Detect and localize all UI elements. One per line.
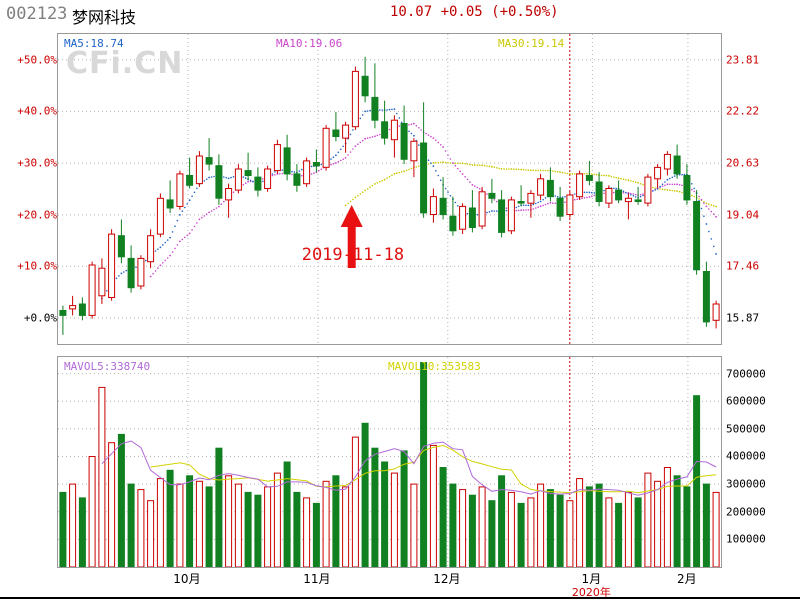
volume-axis-tick: 100000 xyxy=(726,532,766,546)
price-axis-left: +50.0% +40.0% +30.0% +20.0% +10.0% +0.0% xyxy=(0,33,57,345)
x-axis-tick-label: 11月 xyxy=(303,572,331,586)
price-axis-right-tick: 15.87 xyxy=(726,311,760,325)
x-axis-labels: 10月 11月 12月 1月 2020年 2月 xyxy=(57,570,722,600)
volume-axis-right: 700000 600000 500000 400000 300000 200000 1000… xyxy=(722,356,800,568)
mavol10-legend: MAVOL10:353583 xyxy=(388,360,481,373)
price-axis-left-tick: +30.0% xyxy=(17,156,57,170)
price-axis-right-tick: 20.63 xyxy=(726,156,760,170)
price-axis-right-tick: 17.46 xyxy=(726,259,760,273)
price-axis-left-tick: +0.0% xyxy=(23,311,57,325)
x-axis-tick-label: 12月 xyxy=(433,572,461,586)
volume-axis-tick: 200000 xyxy=(726,505,766,519)
price-axis-right-tick: 23.81 xyxy=(726,53,760,67)
ma10-legend: MA10:19.06 xyxy=(276,37,343,50)
annotation-date-label: 2019-11-18 xyxy=(301,245,405,265)
volume-axis-tick: 300000 xyxy=(726,477,766,491)
x-axis-tick-label: 1月 xyxy=(581,572,602,586)
stock-name: 梦网科技 xyxy=(72,8,137,27)
price-axis-left-tick: +10.0% xyxy=(17,259,57,273)
price-chart-panel[interactable]: CFi.CN MA5:18.74 MA10:19.06 MA30:19.14 xyxy=(57,33,722,345)
x-axis-year-label: 2020年 xyxy=(571,586,611,599)
volume-chart-panel[interactable]: MAVOL5:338740 MAVOL10:353583 xyxy=(57,356,722,568)
ma30-legend: MA30:19.14 xyxy=(498,37,565,50)
price-axis-right: 23.81 22.22 20.63 19.04 17.46 15.87 xyxy=(722,33,800,345)
price-quote: 10.07 +0.05 (+0.50%) xyxy=(390,4,559,20)
x-axis-tick-label: 2月 xyxy=(677,572,697,586)
volume-axis-tick: 600000 xyxy=(726,394,766,408)
price-axis-right-tick: 22.22 xyxy=(726,104,760,118)
volume-axis-tick: 700000 xyxy=(726,367,766,381)
price-axis-right-tick: 19.04 xyxy=(726,208,760,222)
x-axis-tick-label: 10月 xyxy=(173,572,201,586)
stock-code: 002123 xyxy=(6,4,68,24)
mavol5-legend: MAVOL5:338740 xyxy=(64,360,151,373)
volume-axis-tick: 500000 xyxy=(726,422,766,436)
volume-axis-tick: 400000 xyxy=(726,449,766,463)
price-axis-left-tick: +40.0% xyxy=(17,104,57,118)
price-axis-left-tick: +20.0% xyxy=(17,208,57,222)
price-axis-left-tick: +50.0% xyxy=(17,53,57,67)
volume-plot xyxy=(58,357,721,567)
ma5-legend: MA5:18.74 xyxy=(64,37,124,50)
bottom-rule xyxy=(0,597,800,599)
candlestick-plot xyxy=(58,34,721,344)
